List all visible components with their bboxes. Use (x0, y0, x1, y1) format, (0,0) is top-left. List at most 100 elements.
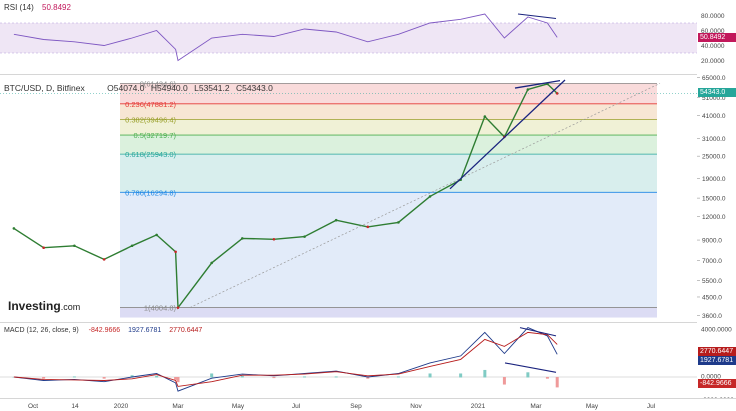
fib-label: 0.5(32719.7) (133, 131, 176, 140)
macd-pane[interactable]: MACD (12, 26, close, 9) -842.9666 1927.6… (0, 322, 697, 399)
macd-histogram-bar (42, 377, 46, 379)
macd-histogram-bar (366, 377, 370, 379)
price-point (176, 306, 180, 309)
price-point (526, 88, 530, 91)
time-tick-label: Sep (350, 403, 362, 410)
macd-histogram-bar (334, 376, 338, 378)
rsi-band (0, 23, 697, 53)
ohlc-close: C54343.0 (235, 83, 273, 93)
fib-band (120, 154, 657, 193)
main-price-axis[interactable]: 65000.0 51000.0 41000.0 31000.0 25000.0 19000… (697, 74, 736, 320)
price-point (130, 244, 134, 248)
price-point (102, 258, 106, 261)
price-tick-label: 15000.0 (702, 196, 726, 203)
fib-label: 0.786(16294.8) (125, 188, 176, 197)
price-point (240, 237, 244, 240)
macd-tick-label: 4000.0000 (701, 327, 732, 334)
macd-histogram-bar (396, 376, 400, 378)
price-axis-ticks: 65000.0 51000.0 41000.0 31000.0 25000.0 19000… (697, 75, 726, 320)
last-price-tag: 54343.0 (698, 87, 736, 97)
ohlc-low: L53541.2 (194, 83, 230, 93)
rsi-price-axis[interactable]: 80.0000 60.0000 40.0000 20.0000 (697, 0, 736, 72)
macd-histogram-bar (555, 377, 559, 388)
macd-histogram-bar (545, 377, 549, 379)
price-point (483, 115, 487, 118)
macd-histogram-bar (210, 373, 214, 378)
rsi-divergence-line (517, 13, 557, 20)
time-axis[interactable]: Oct 14 2020 Mar May Jul Sep Nov 2021 Mar May Jul (0, 398, 736, 411)
price-tick-label: 19000.0 (702, 176, 726, 183)
macd-tick-label: 0.0000 (701, 374, 721, 381)
macd-histogram-bar (303, 376, 307, 378)
macd-signal-line (13, 331, 558, 387)
fib-band-below (120, 307, 657, 318)
rsi-label: RSI (14) 50.8492 (4, 3, 71, 12)
price-tick-label: 5500.0 (702, 278, 722, 285)
price-point (73, 244, 76, 248)
time-tick-label: Mar (530, 403, 542, 410)
rsi-line (13, 13, 558, 62)
time-tick-label: Mar (172, 403, 184, 410)
rsi-tick-label: 80.0000 (701, 13, 725, 20)
macd-tick-label: -2000.0000 (701, 397, 734, 398)
time-tick-label: 2020 (114, 403, 129, 410)
macd-histogram-bar (272, 377, 276, 379)
time-tick-label: Nov (410, 403, 422, 410)
price-tick-label: 41000.0 (702, 113, 726, 120)
price-tick-label: 7000.0 (702, 258, 722, 265)
macd-histogram-bar (72, 376, 76, 378)
rsi-value-tag: 50.8492 (698, 33, 736, 42)
macd-hist-divergence-line (504, 362, 557, 373)
macd-line-value: 1927.6781 (128, 327, 162, 334)
macd-histogram-bar (428, 373, 432, 378)
fib-label: 0.236(47881.2) (125, 100, 176, 109)
price-point (272, 237, 276, 241)
macd-divergence-line (519, 327, 557, 337)
macd-line (13, 327, 558, 392)
time-tick-label: Jul (292, 403, 301, 410)
time-tick-label: Oct (28, 403, 38, 410)
support-trendline (449, 79, 566, 190)
price-tick-label: 65000.0 (702, 75, 726, 82)
fib-band (120, 135, 657, 155)
macd-histogram-bar (102, 377, 106, 379)
macd-histogram-bar (459, 373, 463, 378)
price-tick-label: 51000.0 (702, 95, 726, 102)
time-tick-label: 2021 (471, 403, 486, 410)
macd-histogram-bar (502, 377, 506, 385)
price-tick-label: 3600.0 (702, 313, 722, 320)
price-point (12, 227, 16, 230)
price-tick-label: 25000.0 (702, 154, 726, 161)
fib-trend-line (189, 83, 661, 308)
time-tick-label: Jul (647, 403, 656, 410)
price-point (303, 235, 306, 238)
price-tick-label: 12000.0 (702, 214, 726, 221)
rsi-chart (0, 13, 697, 62)
price-point (555, 92, 559, 95)
rsi-pane[interactable]: RSI (14) 50.8492 (0, 0, 697, 72)
macd-histogram-bar (155, 375, 159, 378)
fib-label: 0.618(25943.0) (125, 150, 176, 159)
price-tick-label: 9000.0 (702, 238, 722, 245)
macd-histogram-bar (176, 377, 180, 383)
fib-band (120, 119, 657, 136)
ohlc-high: H54940.0 (150, 83, 188, 93)
macd-histogram-bar (174, 377, 178, 380)
main-price-pane[interactable]: 0(61434.6) 0.236(47881.2) 0.382(39496.4) 0.… (0, 74, 697, 321)
rsi-tick-label: 20.0000 (701, 58, 725, 65)
macd-histogram-bar (130, 375, 134, 378)
time-tick-label: May (586, 403, 599, 410)
price-point (174, 250, 177, 254)
time-tick-label: May (232, 403, 245, 410)
price-point (210, 261, 213, 265)
macd-histogram-bar (483, 369, 487, 378)
price-point (155, 233, 158, 237)
fib-label: 0(61434.6) (140, 79, 177, 88)
macd-hist-tag: -842.9666 (698, 379, 736, 388)
ohlc-open: O54074.0 (107, 83, 145, 93)
macd-label: MACD (12, 26, close, 9) -842.9666 1927.6… (4, 327, 203, 334)
price-point (428, 195, 432, 198)
macd-signal-tag: 2770.6447 (698, 347, 736, 356)
price-chart: 0(61434.6) 0.236(47881.2) 0.382(39496.4) 0.… (0, 79, 697, 318)
rsi-tick-label: 60.0000 (701, 28, 725, 35)
